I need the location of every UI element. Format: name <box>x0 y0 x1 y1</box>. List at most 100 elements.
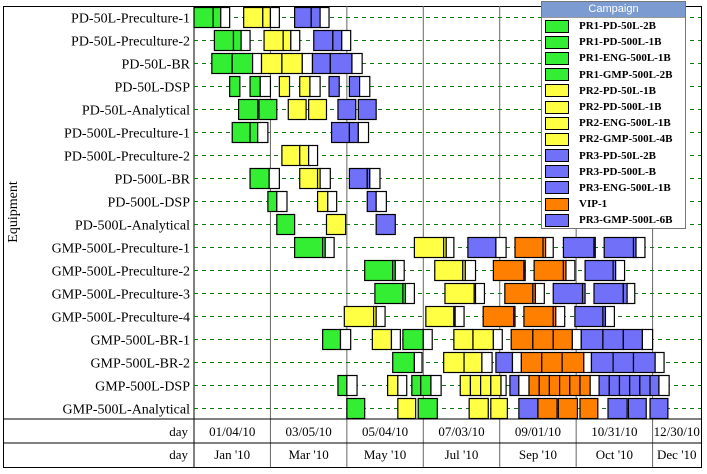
gantt-bar-segment <box>337 374 348 397</box>
gantt-bar-segment <box>612 351 635 374</box>
gantt-bar-segment <box>420 374 432 397</box>
gantt-bar-segment <box>294 6 312 29</box>
legend-swatch <box>545 197 569 211</box>
row-label: PD-500L-Analytical <box>75 219 190 234</box>
gantt-bar-segment <box>231 121 251 144</box>
gantt-bar-segment <box>211 52 233 75</box>
legend-item: PR1-ENG-500L-1B <box>542 50 685 66</box>
gantt-bar-segment <box>404 282 415 305</box>
gantt-bar-segment <box>243 6 264 29</box>
legend: Campaign PR1-PD-50L-2B PR1-PD-500L-1B PR1-… <box>541 1 686 229</box>
gantt-bar-segment <box>229 75 241 98</box>
legend-label: PR3-PD-50L-2B <box>579 149 656 162</box>
gantt-bar-segment <box>299 75 311 98</box>
gantt-bar-segment <box>301 52 314 75</box>
row-label: GMP-500L-Preculture-2 <box>52 265 190 280</box>
gantt-bar-segment <box>480 374 492 397</box>
gantt-bar-segment <box>528 374 540 397</box>
gantt-bar-segment <box>366 190 377 213</box>
gantt-bar-segment <box>593 282 624 305</box>
gantt-bar-segment <box>632 351 656 374</box>
legend-swatch <box>545 213 569 227</box>
gantt-bar-segment <box>562 236 595 259</box>
gantt-bar-segment <box>579 397 599 420</box>
row-label: GMP-500L-Preculture-4 <box>52 311 190 326</box>
gantt-bar-segment <box>569 374 581 397</box>
gantt-bar-segment <box>463 351 483 374</box>
gantt-bar-segment <box>348 121 359 144</box>
legend-item: PR1-GMP-500L-2B <box>542 67 685 83</box>
gantt-bar-segment <box>357 98 377 121</box>
legend-swatch <box>545 165 569 179</box>
legend-item: PR1-PD-50L-2B <box>542 18 685 34</box>
row-label: GMP-500L-Preculture-3 <box>52 288 190 303</box>
gantt-bar-segment <box>593 236 596 259</box>
legend-swatch <box>545 84 569 98</box>
gantt-bar-segment <box>387 374 399 397</box>
row-label: GMP-500L-BR-1 <box>90 334 190 349</box>
legend-label: PR3-PD-500L-B <box>579 165 656 178</box>
month-tick-label: May '10 <box>364 447 406 462</box>
gantt-bar-segment <box>322 328 342 351</box>
gantt-bar-segment <box>574 305 604 328</box>
gantt-bar-segment <box>375 213 396 236</box>
gantt-bar-segment <box>629 374 641 397</box>
gantt-bar-segment <box>622 328 644 351</box>
gantt-bar-segment <box>262 6 272 29</box>
gantt-bar-segment <box>557 397 579 420</box>
gantt-bar-segment <box>308 144 319 167</box>
gantt-bar-segment <box>329 52 353 75</box>
gantt-bar-segment <box>357 121 370 144</box>
month-tick-label: Sep '10 <box>519 447 557 462</box>
gantt-bar-segment <box>392 351 415 374</box>
row-label: PD-50L-DSP <box>115 81 191 96</box>
gantt-bar-segment <box>583 351 593 374</box>
gantt-bar-segment <box>308 98 328 121</box>
gantt-bar-segment <box>263 29 284 52</box>
gantt-bar-segment <box>237 98 259 121</box>
gantt-bar-segment <box>571 328 582 351</box>
day-tick-label: 01/04/10 <box>209 424 255 439</box>
gantt-bar-segment <box>324 236 335 259</box>
legend-label: PR1-ENG-500L-1B <box>579 52 671 65</box>
legend-swatch <box>545 181 569 195</box>
gantt-bar-segment <box>641 328 654 351</box>
gantt-bar-segment <box>548 374 561 397</box>
gantt-bar-segment <box>346 374 358 397</box>
gantt-bar-segment <box>278 75 291 98</box>
gantt-bar-segment <box>532 328 554 351</box>
day-tick-label: 10/31/10 <box>591 424 637 439</box>
legend-label: PR3-ENG-500L-1B <box>579 181 671 194</box>
legend-item: PR3-ENG-500L-1B <box>542 180 685 196</box>
gantt-bar-segment <box>251 52 263 75</box>
gantt-bar-segment <box>459 374 472 397</box>
gantt-bar-segment <box>492 259 525 282</box>
gantt-bar-segment <box>492 328 503 351</box>
gantt-bar-segment <box>330 121 351 144</box>
gantt-bar-segment <box>538 374 551 397</box>
gantt-bar-segment <box>343 305 375 328</box>
gantt-bar-segment <box>422 328 433 351</box>
gantt-bar-segment <box>364 259 394 282</box>
gantt-bar-segment <box>649 374 660 397</box>
legend-swatch <box>545 19 569 33</box>
month-tick-label: Dec '10 <box>657 447 697 462</box>
gantt-bar-segment <box>281 52 303 75</box>
row-label: GMP-500L-Analytical <box>62 403 190 418</box>
gantt-bar-segment <box>639 374 651 397</box>
legend-label: PR1-PD-50L-2B <box>579 20 656 33</box>
gantt-bar-segment <box>313 29 334 52</box>
gantt-bar-segment <box>328 75 340 98</box>
gantt-bar-segment <box>520 351 543 374</box>
gantt-bar-segment <box>627 397 647 420</box>
gantt-bar-segment <box>495 236 507 259</box>
gantt-bar-segment <box>584 259 614 282</box>
row-label: PD-500L-DSP <box>108 196 191 211</box>
gantt-bar-segment <box>514 236 544 259</box>
gantt-bar-segment <box>607 397 628 420</box>
gantt-bar-segment <box>281 144 301 167</box>
gantt-bar-segment <box>504 282 534 305</box>
month-tick-label: Jul '10 <box>445 447 479 462</box>
gantt-bar-segment <box>316 190 329 213</box>
gantt-bar-segment <box>348 75 361 98</box>
